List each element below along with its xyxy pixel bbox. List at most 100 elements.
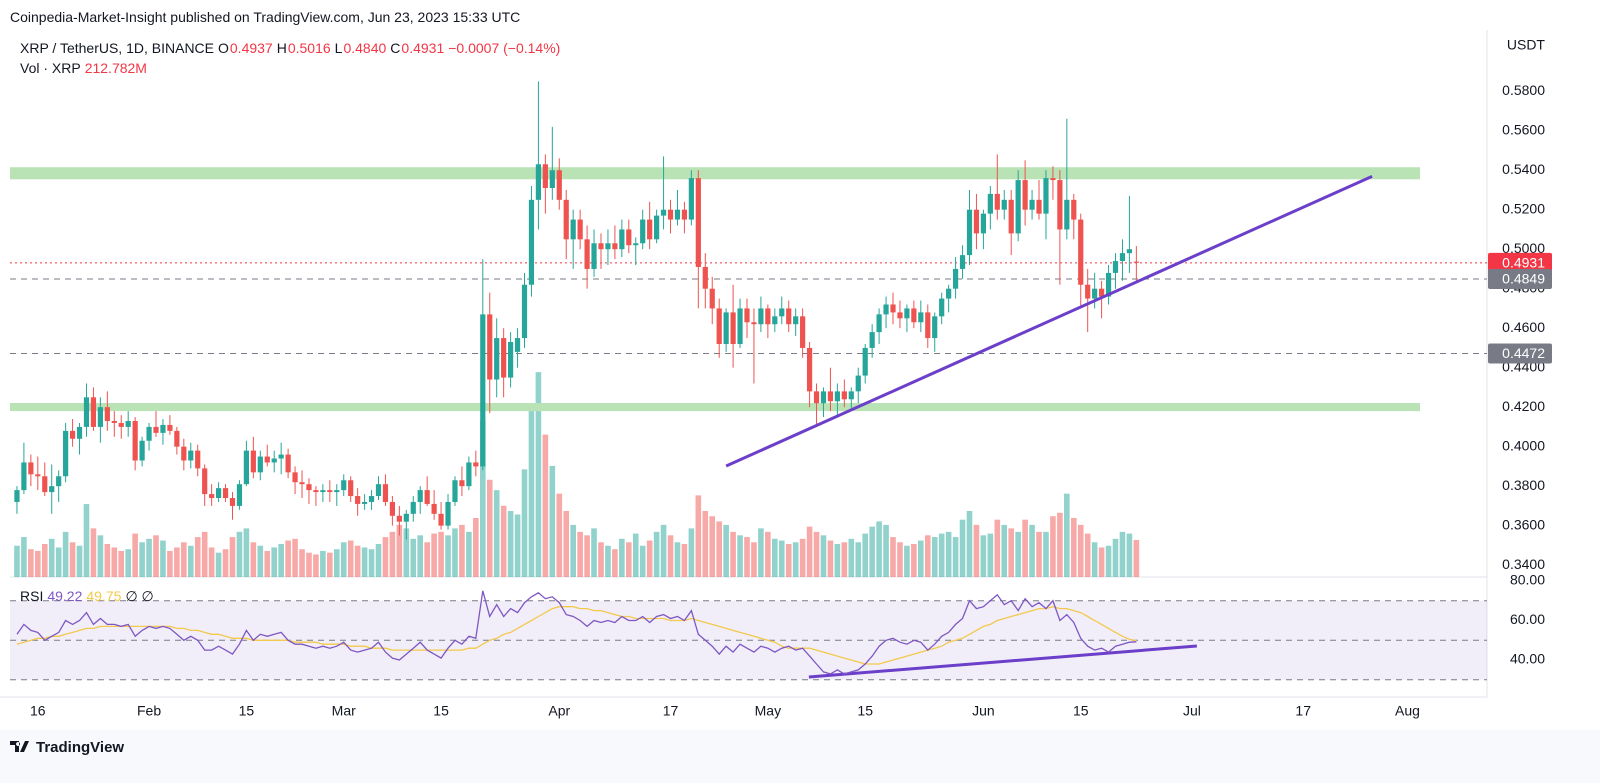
candle-body	[1098, 288, 1105, 297]
volume-bar	[660, 524, 667, 577]
candle-body	[834, 391, 840, 402]
volume-bar	[479, 420, 486, 577]
candle-body	[1105, 272, 1112, 297]
ohlc-key: O	[218, 40, 229, 56]
y-tick-label: 0.5000	[1502, 240, 1545, 256]
volume-bar	[473, 517, 479, 577]
volume-bar	[973, 524, 980, 577]
volume-bar	[570, 524, 576, 577]
candle-body	[487, 314, 493, 380]
volume-bar	[778, 540, 785, 577]
rsi-tick-label: 40.00	[1510, 651, 1545, 667]
candle-body	[146, 426, 152, 441]
candle-body	[514, 338, 521, 352]
volume-bar	[820, 535, 827, 577]
volume-bar	[855, 542, 862, 577]
candle-body	[911, 308, 917, 323]
candle-body	[827, 391, 834, 402]
volume-bar	[862, 533, 868, 577]
volume-bar	[695, 495, 702, 577]
candle-body	[334, 490, 340, 493]
candle-body	[508, 342, 514, 378]
volume-bar	[493, 490, 500, 577]
volume-bar	[890, 537, 896, 577]
candle-body	[361, 501, 368, 504]
volume-bar	[598, 542, 604, 577]
volume-bar	[1050, 516, 1056, 577]
volume-bar	[118, 550, 125, 577]
volume-bar	[1119, 531, 1126, 577]
candle-body	[890, 304, 896, 313]
candle-body	[862, 347, 868, 376]
candle-body	[174, 430, 180, 447]
ohlc-value: 0.4931	[401, 40, 445, 56]
candle-body	[730, 312, 736, 344]
candle-body	[528, 199, 535, 285]
candle-body	[633, 243, 639, 246]
candle-body	[1008, 199, 1014, 234]
candle-body	[709, 288, 715, 309]
candle-body	[424, 490, 430, 504]
x-tick-label: 17	[1295, 703, 1311, 719]
price-badge-label: 0.4472	[1502, 345, 1545, 361]
volume-bar	[48, 538, 55, 577]
trendline	[725, 174, 1373, 468]
candle-body	[980, 213, 986, 234]
candle-body	[299, 482, 305, 485]
rsi-line	[16, 590, 1137, 675]
ohlc-value: 0.4937	[229, 40, 273, 56]
candle-body	[820, 391, 827, 404]
volume-bar	[83, 504, 90, 577]
candle-body	[883, 304, 889, 315]
y-tick-label: 0.5400	[1502, 161, 1545, 177]
ohlc-value: 0.4840	[343, 40, 387, 56]
candle-body	[876, 314, 882, 333]
volume-bar	[521, 469, 528, 577]
candle-body	[584, 239, 590, 269]
volume-bar	[612, 549, 618, 577]
volume-bar	[577, 531, 583, 577]
volume-bar	[403, 528, 410, 577]
candle-body	[69, 430, 76, 439]
volume-bar	[201, 531, 208, 577]
candle-body	[49, 486, 55, 493]
volume-bar	[466, 531, 472, 577]
ohlc-key: H	[276, 40, 287, 56]
candle-body	[674, 209, 681, 220]
candle-body	[90, 397, 97, 427]
candle-body	[556, 170, 562, 200]
rsi-name: RSI	[20, 588, 44, 604]
legend-main: XRP / TetherUS, 1D, BINANCE O0.4937 H0.501…	[20, 40, 564, 56]
candle-body	[445, 501, 451, 526]
volume-bar	[194, 537, 201, 577]
x-tick-label: Mar	[332, 703, 356, 719]
candle-body	[959, 255, 966, 269]
candle-body	[681, 209, 688, 220]
volume-bar	[62, 531, 69, 577]
candle-body	[772, 316, 778, 325]
candle-body	[946, 288, 952, 299]
candle-body	[841, 391, 847, 400]
volume-bar	[1070, 517, 1077, 577]
volume-bar	[153, 535, 159, 577]
candle-body	[758, 308, 764, 325]
candle-body	[236, 484, 243, 506]
volume-bar	[382, 537, 389, 577]
volume-bar	[285, 540, 291, 577]
volume-bar	[605, 545, 611, 577]
volume-bar	[215, 552, 222, 577]
candle-body	[688, 178, 694, 220]
volume-bar	[1057, 512, 1063, 577]
x-tick-label: 15	[1073, 703, 1089, 719]
volume-bar	[417, 535, 424, 577]
candle-body	[535, 164, 542, 200]
candle-body	[403, 513, 409, 522]
candle-body	[438, 513, 444, 526]
candle-body	[1036, 199, 1042, 214]
volume-bar	[959, 519, 966, 577]
candle-body	[591, 243, 597, 269]
candle-body	[521, 284, 528, 339]
currency: USDT	[1507, 37, 1546, 53]
volume-bar	[535, 372, 542, 577]
byline: Coinpedia-Market-Insight published on Tr…	[10, 9, 521, 25]
